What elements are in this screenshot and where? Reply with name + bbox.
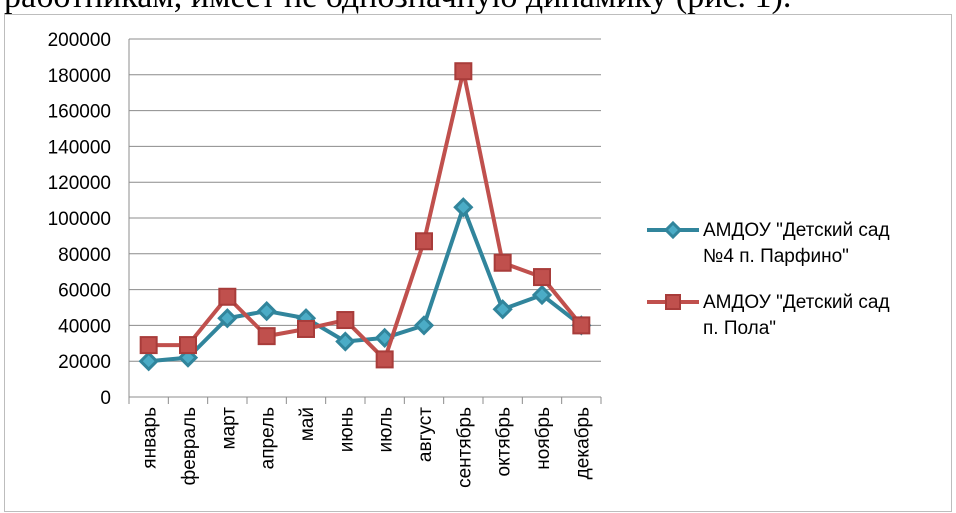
y-tick-label: 140000: [48, 137, 111, 158]
line-chart: 0 20000 40000 60000 80000 100000 120000 140000 1…: [48, 30, 602, 488]
legend-label: АМДОУ "Детский сад №4 п. Парфино": [703, 218, 953, 270]
data-point-square: [218, 287, 237, 306]
legend-label-line: №4 п. Парфино": [703, 246, 849, 267]
data-point-square: [375, 350, 394, 369]
data-point-square: [454, 62, 473, 81]
data-point-square: [179, 336, 197, 355]
legend-label-line: АМДОУ "Детский сад: [703, 292, 890, 313]
y-tick-label: 0: [100, 388, 111, 409]
y-tick-label: 60000: [58, 281, 111, 302]
data-point-diamond: [138, 351, 159, 372]
data-point-diamond: [453, 197, 474, 218]
data-point-diamond: [531, 284, 553, 306]
series-line-2: [148, 69, 583, 362]
y-tick-label: 120000: [48, 173, 111, 194]
x-tick-label: июль: [376, 407, 397, 453]
data-point-diamond: [492, 299, 513, 320]
legend-label: АМДОУ "Детский сад п. Пола": [703, 290, 953, 342]
x-tick-label: октябрь: [494, 407, 515, 477]
data-point-square: [572, 316, 591, 335]
y-tick-label: 200000: [48, 30, 111, 51]
x-tick-label: май: [297, 407, 318, 441]
x-tick-label: январь: [140, 407, 161, 469]
data-point-square: [139, 336, 158, 355]
x-tick-label: август: [415, 407, 436, 462]
data-point-square: [336, 311, 355, 330]
data-point-diamond: [413, 315, 435, 336]
x-tick-label: декабрь: [572, 407, 593, 479]
data-point-diamond: [335, 331, 356, 352]
x-tick-label: март: [218, 407, 239, 450]
data-point-square: [297, 319, 315, 338]
x-tick-label: июнь: [336, 407, 357, 452]
y-tick-label: 20000: [58, 352, 111, 373]
x-tick-label: апрель: [258, 407, 279, 469]
data-point-square: [415, 232, 433, 251]
y-tick-label: 160000: [48, 102, 111, 123]
x-tick-label: февраль: [179, 407, 200, 486]
legend-item-parfino: АМДОУ "Детский сад №4 п. Парфино": [645, 220, 955, 292]
data-point-square: [533, 268, 551, 287]
chart-legend: АМДОУ "Детский сад №4 п. Парфино" АМДОУ …: [645, 220, 955, 364]
legend-label-line: АМДОУ "Детский сад: [703, 220, 890, 241]
y-tick-label: 180000: [48, 66, 111, 87]
legend-item-pola: АМДОУ "Детский сад п. Пола": [645, 292, 955, 364]
chart-frame: 0 20000 40000 60000 80000 100000 120000 140000 1…: [4, 14, 952, 512]
y-tick-label: 80000: [58, 245, 111, 266]
y-tick-label: 100000: [48, 209, 111, 230]
x-tick-label: ноябрь: [533, 407, 554, 470]
legend-swatch-square: [647, 294, 699, 310]
legend-label-line: п. Пола": [703, 318, 777, 339]
y-tick-label: 40000: [58, 316, 111, 337]
x-tick-label: сентябрь: [454, 407, 475, 488]
data-point-square: [493, 253, 512, 272]
document-text-line: работникам, имеет не однозначную динамик…: [4, 0, 791, 16]
legend-swatch-diamond: [647, 220, 699, 240]
data-point-diamond: [256, 300, 277, 322]
data-point-diamond: [217, 308, 238, 329]
data-point-square: [257, 327, 276, 346]
